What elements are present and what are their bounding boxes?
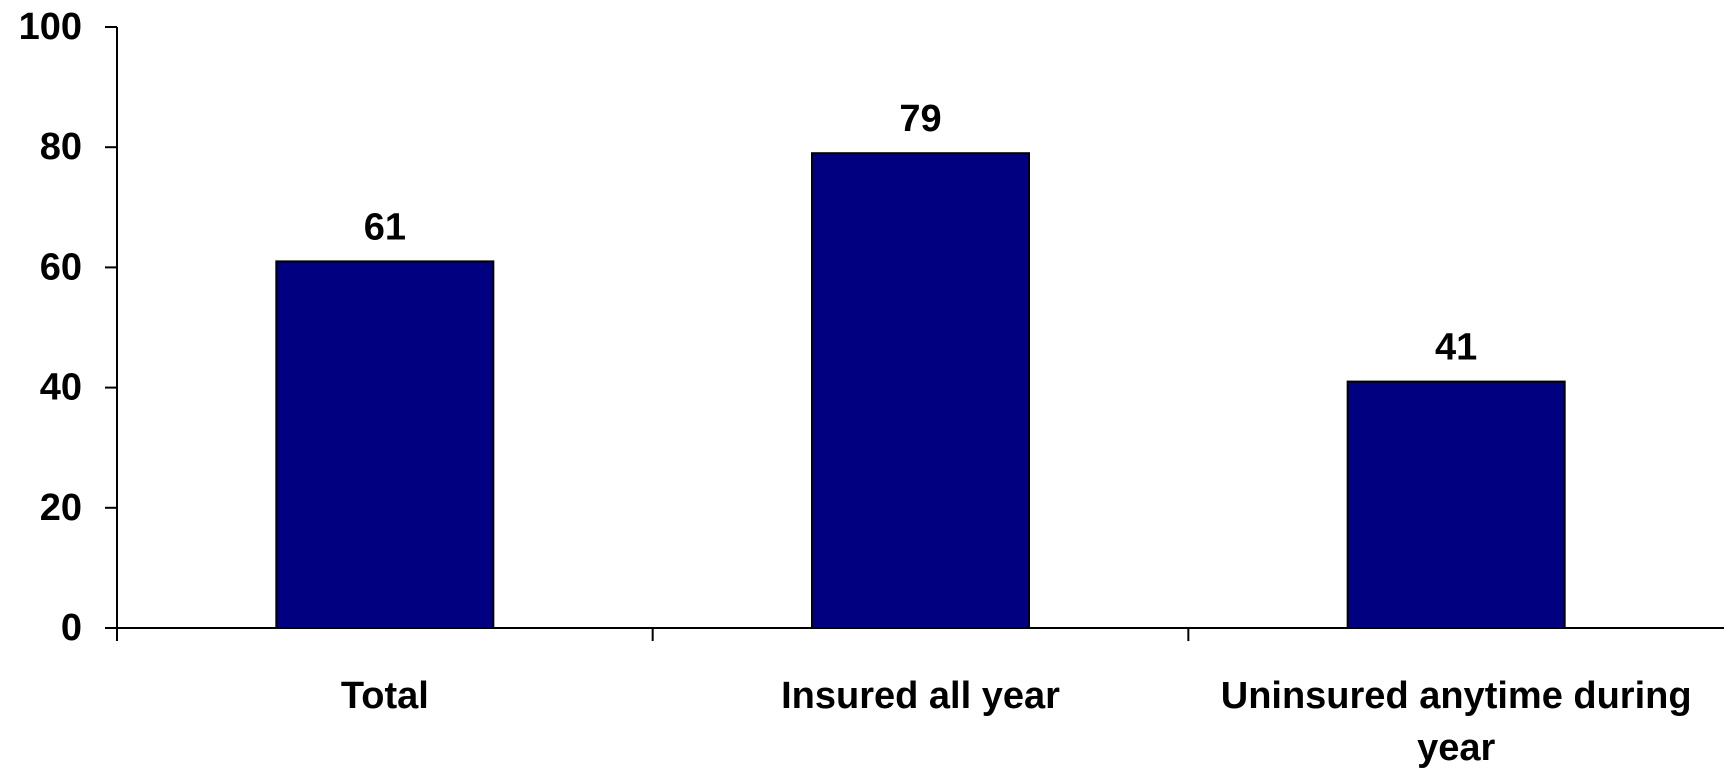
y-tick-label: 100	[19, 6, 82, 48]
y-tick-label: 80	[40, 126, 82, 168]
bar-value-label: 61	[364, 206, 406, 248]
category-label-line: Total	[341, 675, 429, 717]
bars	[275, 152, 1566, 630]
x-axis	[116, 627, 1724, 641]
y-tick-label: 0	[61, 607, 82, 649]
y-tick-label: 20	[40, 487, 82, 529]
bar-value-label: 79	[899, 98, 941, 140]
data-labels: 61 79 41	[364, 98, 1478, 368]
category-label: Insured all year	[781, 675, 1060, 717]
category-label-line: Insured all year	[781, 675, 1060, 717]
bar	[811, 152, 1030, 630]
bar-value-label: 41	[1435, 327, 1477, 369]
bar	[275, 260, 495, 629]
bar	[1346, 380, 1566, 629]
category-label: Uninsured anytime during year	[1221, 675, 1692, 769]
y-axis: 0 20 40 60 80 100	[19, 6, 118, 649]
category-labels: Total Insured all year Uninsured anytime d…	[341, 675, 1692, 769]
y-tick-label: 60	[40, 246, 82, 288]
category-label: Total	[341, 675, 429, 717]
category-label-line: Uninsured anytime during	[1221, 675, 1692, 717]
category-label-line: year	[1417, 727, 1495, 769]
y-tick-label: 40	[40, 367, 82, 409]
